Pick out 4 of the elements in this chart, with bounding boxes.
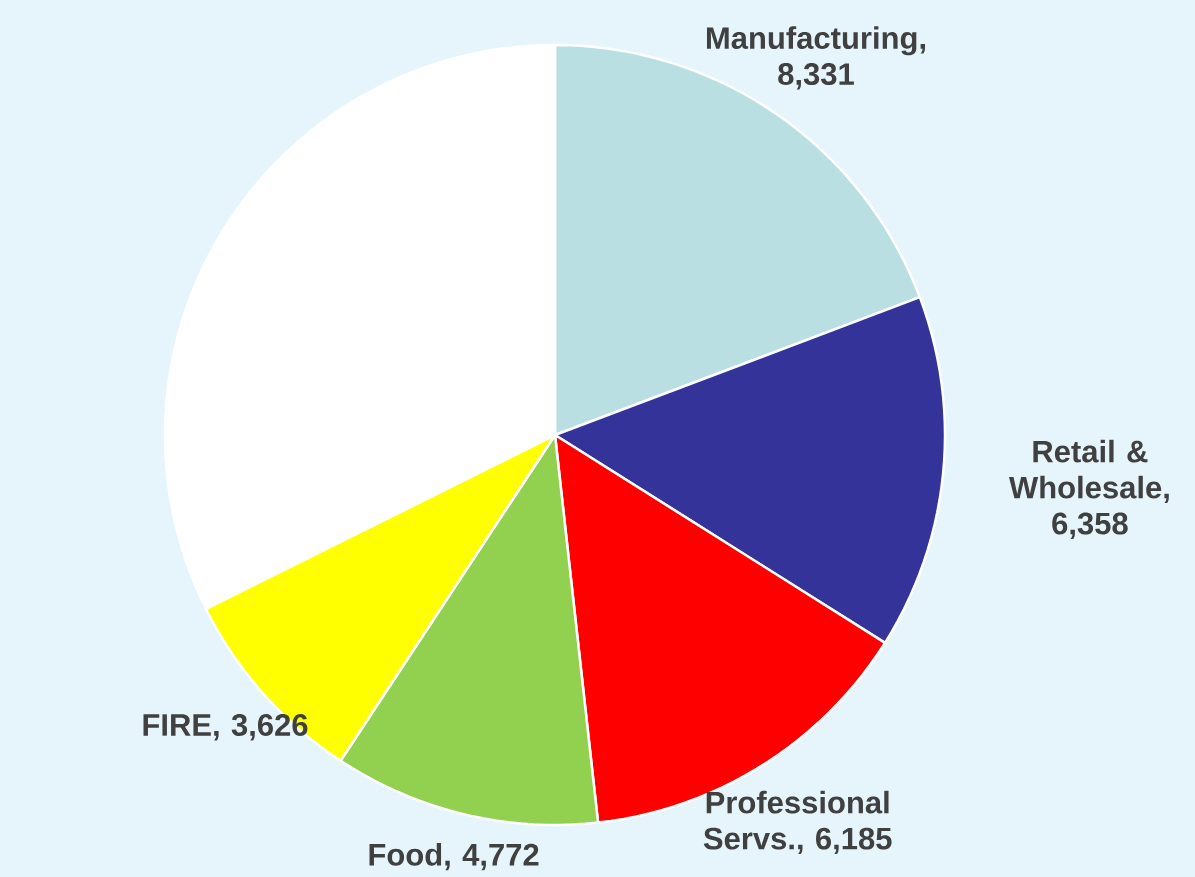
slice-label: Manufacturing, 8,331 [706,26,925,90]
slice-label: Retail & Wholesale, 6,358 [1008,439,1169,540]
slice-label: Professional Servs., 6,185 [703,790,892,855]
slice-label: Food, 4,772 [369,842,539,871]
